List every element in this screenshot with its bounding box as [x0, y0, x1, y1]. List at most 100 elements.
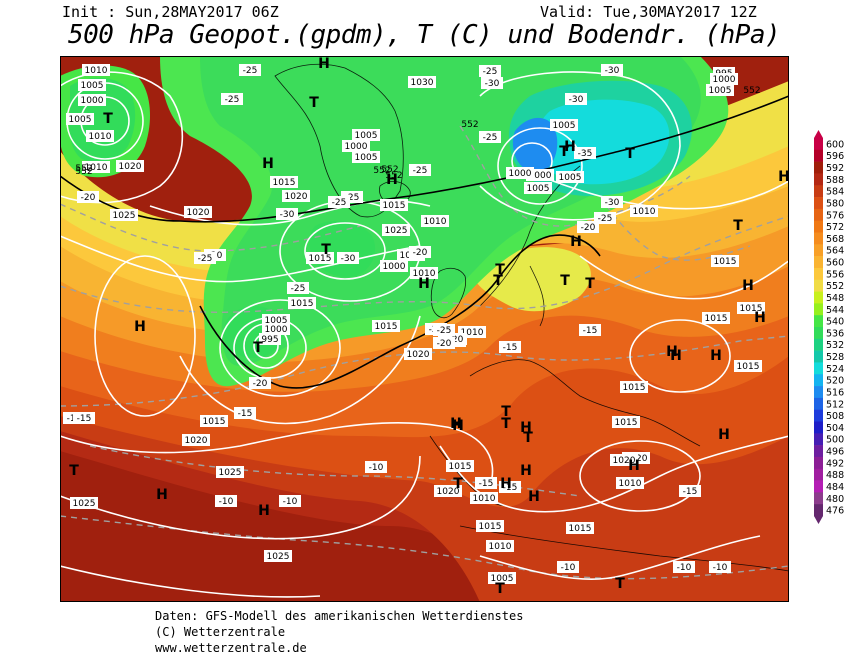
isotherm-label-box	[594, 212, 616, 224]
isotherm-label-box	[234, 407, 256, 419]
low-pressure-marker: T	[625, 146, 635, 162]
isobar-label-box	[200, 415, 228, 427]
low-pressure-marker: T	[309, 95, 319, 111]
ridge-548	[470, 247, 591, 312]
color-legend: 600 596 592 588 584 580 576 572 568 564 560 556 552 5…	[812, 130, 850, 530]
isobar-label-box	[488, 572, 516, 584]
legend-label: 576	[826, 210, 844, 221]
high-pressure-marker: H	[258, 503, 270, 519]
isotherm-label-box	[215, 495, 237, 507]
isobar-label-box	[182, 434, 210, 446]
isotherm-label-box	[328, 196, 350, 208]
isobar-label: 1000	[383, 262, 406, 272]
low-pressure-marker: T	[585, 276, 595, 292]
isobar-atl-low-4	[219, 299, 341, 397]
isobar-label: 1015	[737, 362, 760, 372]
isobar-label-box	[82, 161, 110, 173]
isotherm-label-box	[499, 481, 521, 493]
high-pressure-marker: H	[450, 416, 462, 432]
legend-label: 512	[826, 399, 844, 410]
isobar-label-box	[282, 190, 310, 202]
isobar-label-box	[270, 176, 298, 188]
isobar-label-box	[734, 360, 762, 372]
low-pressure-marker: T	[493, 273, 503, 289]
isotherm-label-box	[409, 246, 431, 258]
isotherm-label-box	[499, 341, 521, 353]
isobar-label-box	[410, 267, 438, 279]
isotherm-label: -30	[341, 254, 356, 264]
low-pressure-marker: T	[321, 242, 331, 258]
isobar-label-box	[421, 215, 449, 227]
isobar-label: 1010	[473, 494, 496, 504]
legend-label: 572	[826, 222, 844, 233]
high-pressure-marker: H	[156, 487, 168, 503]
isotherm-label-box	[73, 412, 95, 424]
legend-label: 600	[826, 139, 844, 150]
isobar-label-box	[524, 182, 552, 194]
high-pressure-marker: H	[134, 319, 146, 335]
high-pressure-marker: H	[710, 348, 722, 364]
isotherm-label: -30	[605, 66, 620, 76]
isobar-label-box	[446, 460, 474, 472]
isotherm-label: -25	[413, 166, 428, 176]
isobar-mid-low-1	[304, 222, 386, 280]
isobar-label-box	[711, 255, 739, 267]
legend-label: 584	[826, 187, 844, 198]
low-pressure-marker: T	[495, 581, 505, 597]
high-pressure-marker: H	[452, 418, 464, 434]
isobar-1020-b	[60, 455, 421, 540]
high-pressure-marker: H	[742, 278, 754, 294]
isobar-turkey-high	[579, 440, 701, 512]
isobar-label: 1005	[355, 131, 378, 141]
isotherm-label: -30	[605, 198, 620, 208]
legend-swatch	[814, 173, 823, 186]
low-pressure-marker: T	[501, 404, 511, 420]
isobar-label-box	[259, 333, 281, 345]
isobar-label-box	[380, 260, 408, 272]
high-pressure-marker: H	[754, 310, 766, 326]
low-pressure-marker: T	[615, 576, 625, 592]
isobar-label-box	[352, 151, 380, 163]
isotherm-label-box	[433, 337, 455, 349]
geopot-label: 552	[381, 165, 398, 175]
legend-label: 520	[826, 376, 844, 387]
isobar-1025	[60, 565, 321, 598]
isobar-label-box	[342, 140, 370, 152]
isotherm-label: -10	[561, 563, 576, 573]
isobar-label-box	[66, 113, 94, 125]
isotherm-label: -25	[243, 66, 258, 76]
isobar-label: 1005	[527, 184, 550, 194]
legend-swatch	[814, 397, 823, 410]
isobar-label-box	[78, 94, 106, 106]
isotherm-label: -25	[332, 198, 347, 208]
legend-label: 596	[826, 151, 844, 162]
isobar-label: 1000	[81, 96, 104, 106]
isotherm-label-box	[433, 324, 455, 336]
high-pressure-marker: H	[520, 463, 532, 479]
isobar-label-box	[86, 130, 114, 142]
isobar-label: 1015	[291, 299, 314, 309]
init-time: Init : Sun,28MAY2017 06Z	[62, 3, 279, 21]
legend-arrow-bottom	[814, 516, 823, 524]
isotherm-label-box	[709, 561, 731, 573]
isobar-label-box	[306, 252, 334, 264]
isobar-label-box	[264, 550, 292, 562]
isobar-label: 1020	[437, 487, 460, 497]
isotherm-label-box	[249, 377, 271, 389]
legend-swatch	[814, 492, 823, 505]
isotherm-label-box	[479, 65, 501, 77]
isotherm-label: -30	[485, 79, 500, 89]
legend-swatch	[814, 421, 823, 434]
isotherm-label: -25	[437, 326, 452, 336]
footer-url[interactable]: www.wetterzentrale.de	[155, 641, 307, 655]
isotherm-label: -10	[713, 563, 728, 573]
legend-swatch	[814, 138, 823, 151]
high-pressure-marker: H	[418, 276, 430, 292]
isobar-low-nw-3	[60, 71, 184, 204]
legend-swatch	[814, 220, 823, 233]
isotherm-label-box	[276, 208, 298, 220]
isotherm-label-box	[481, 77, 503, 89]
isobar-label-box	[737, 302, 765, 314]
isobar-label-box	[470, 492, 498, 504]
